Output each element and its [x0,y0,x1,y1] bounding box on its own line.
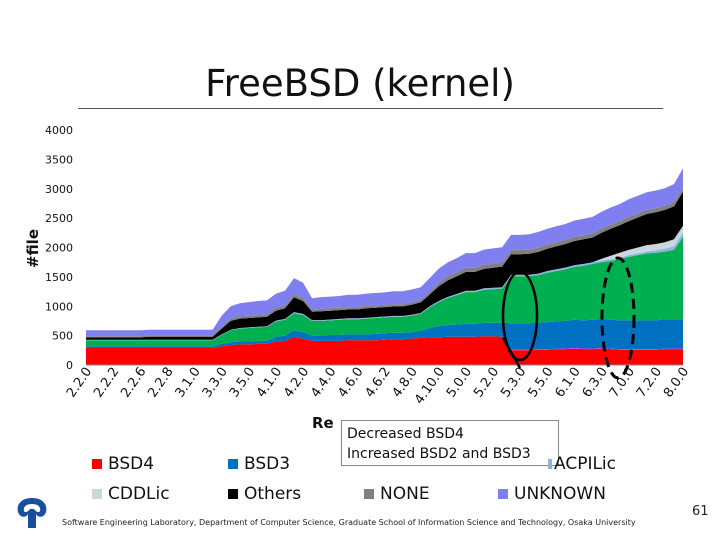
x-tick-label: 4.1.0 [254,365,285,401]
x-tick-label: 4.6.2 [363,365,394,401]
legend-label: BSD3 [244,454,291,474]
x-tick-label: 6.1.0 [552,365,583,401]
callout-line-1: Decreased BSD4 [347,426,464,442]
y-tick-label: 2500 [45,212,73,225]
x-tick-label: 5.2.0 [471,365,502,401]
x-tick-label: 5.0.0 [444,365,475,401]
legend-label: NONE [380,484,430,504]
legend-label: CDDLic [108,484,170,504]
y-tick-label: 4000 [45,124,73,137]
x-tick-label: 7.0.0 [607,365,638,401]
y-tick-label: 1000 [45,300,73,313]
legend-item-cddlic: CDDLic [92,484,170,504]
x-tick-label: 5.3.0 [498,365,529,401]
legend-item-bsd4: BSD4 [92,454,154,474]
legend-label: ACPILic [554,454,617,474]
legend-item-none: NONE [364,484,430,504]
annotation-callout: Decreased BSD4 Increased BSD2 and BSD3 [341,420,559,466]
y-tick-label: 1500 [45,271,73,284]
legend-swatch [92,489,102,499]
y-tick-label: 500 [52,330,73,343]
y-tick-label: 0 [66,359,73,372]
x-tick-label: 2.2.2 [91,365,122,401]
x-tick-label: 2.2.6 [118,365,149,401]
footer-text: Software Engineering Laboratory, Departm… [62,518,636,527]
legend-swatch [228,459,238,469]
y-tick-label: 3500 [45,153,73,166]
area-series-bsd4 [86,336,683,365]
legend-item-unknown: UNKNOWN [498,484,606,504]
page-number: 61 [692,504,709,519]
x-axis: 2.2.02.2.22.2.62.2.83.1.03.3.03.5.04.1.0… [64,364,692,407]
legend-label: BSD4 [108,454,155,474]
x-tick-label: 4.4.0 [308,365,339,401]
x-tick-label: 2.2.8 [145,365,176,401]
annotation-circle-bsd4-drop [501,270,539,362]
slide-title: FreeBSD (kernel) [205,62,515,105]
x-tick-label: 8.0.0 [661,365,692,401]
annotation-arrow-line [501,337,522,369]
x-axis-label: Re [312,414,334,432]
x-tick-label: 4.2.0 [281,365,312,401]
legend-swatch [364,489,374,499]
legend-swatch [548,459,552,469]
chart-areas [86,168,683,365]
area-series-gpl [86,236,683,347]
legend-swatch [228,489,238,499]
legend-swatch [92,459,102,469]
legend-label: Others [244,484,302,504]
callout-line-2: Increased BSD2 and BSD3 [347,446,531,462]
university-logo-icon [17,498,47,528]
area-series-unknown [86,168,683,337]
y-tick-label: 3000 [45,183,73,196]
y-axis-label: #file [24,228,42,268]
x-tick-label: 3.3.0 [200,365,231,401]
x-tick-label: 3.1.0 [173,365,204,401]
x-tick-label: 3.5.0 [227,365,258,401]
x-tick-label: 6.3.0 [580,365,611,401]
annotation-dashed-circle [600,256,636,380]
legend-item-others: Others [228,484,301,504]
chart-annotations [501,256,636,380]
legend-item-acpilic: ACPILic [548,454,616,474]
x-tick-label: 4.6.0 [335,365,366,401]
legend-label: UNKNOWN [514,484,606,504]
y-axis: 0 500 1000 1500 2000 2500 3000 3500 4000 [45,124,73,372]
legend-item-bsd3: BSD3 [228,454,290,474]
x-tick-label: 5.5.0 [525,365,556,401]
area-series-others [86,191,683,340]
title-divider [78,108,663,109]
x-tick-label: 7.2.0 [634,365,665,401]
y-tick-label: 2000 [45,242,73,255]
legend-swatch [498,489,508,499]
